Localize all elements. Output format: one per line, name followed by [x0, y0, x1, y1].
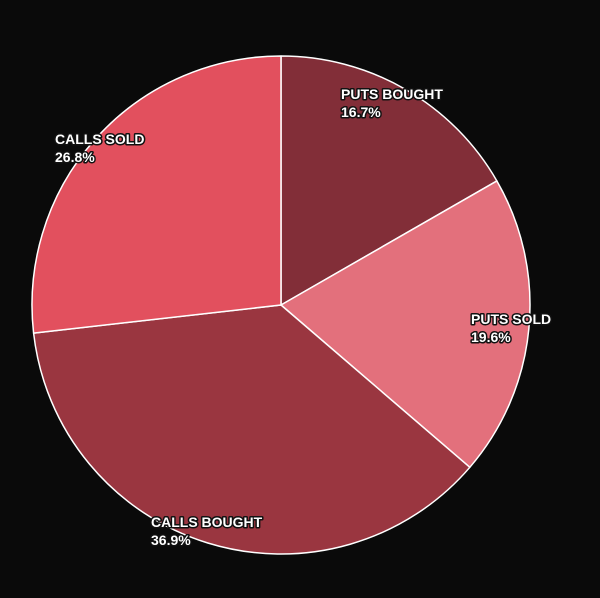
- slice-label: CALLS BOUGHT: [151, 514, 263, 530]
- slice-value-label: 26.8%: [55, 149, 95, 165]
- slice-value-label: 19.6%: [471, 329, 511, 345]
- slice-label: CALLS SOLD: [55, 131, 144, 147]
- slice-value-label: 36.9%: [151, 532, 191, 548]
- slice-label: PUTS SOLD: [471, 311, 551, 327]
- pie-slice-puts-bought: [280, 55, 498, 306]
- pie-slice-calls-bought: [32, 304, 471, 555]
- slice-value-label: 16.7%: [341, 104, 381, 120]
- pie-slice-puts-sold: [280, 180, 531, 469]
- slice-label: PUTS BOUGHT: [341, 86, 443, 102]
- pie-slice-calls-sold: [31, 55, 282, 334]
